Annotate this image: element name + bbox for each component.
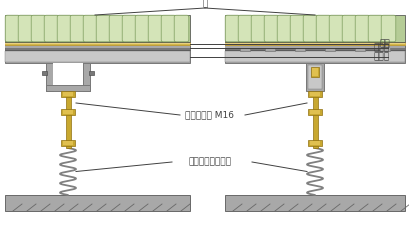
FancyBboxPatch shape — [18, 15, 33, 42]
Bar — [89, 71, 94, 75]
Bar — [354, 46, 364, 51]
Bar — [311, 68, 317, 76]
FancyBboxPatch shape — [135, 15, 149, 42]
Bar — [310, 67, 318, 77]
FancyBboxPatch shape — [303, 15, 317, 42]
Bar — [309, 141, 319, 145]
Bar — [307, 109, 321, 115]
Bar — [61, 109, 75, 115]
FancyBboxPatch shape — [367, 15, 382, 42]
Bar — [46, 85, 90, 91]
Bar — [225, 42, 404, 45]
FancyBboxPatch shape — [96, 15, 110, 42]
FancyBboxPatch shape — [148, 15, 162, 42]
FancyBboxPatch shape — [315, 15, 330, 42]
Bar — [225, 50, 404, 63]
Bar — [312, 91, 317, 148]
Bar — [307, 140, 321, 146]
FancyBboxPatch shape — [354, 15, 369, 42]
Bar — [63, 92, 73, 96]
Bar — [53, 63, 83, 85]
FancyBboxPatch shape — [70, 15, 85, 42]
Bar — [63, 141, 73, 145]
FancyBboxPatch shape — [225, 15, 239, 42]
FancyBboxPatch shape — [342, 15, 356, 42]
Bar — [294, 46, 304, 51]
FancyBboxPatch shape — [5, 15, 20, 42]
Bar — [225, 51, 404, 62]
FancyBboxPatch shape — [31, 15, 46, 42]
FancyBboxPatch shape — [380, 15, 395, 42]
FancyBboxPatch shape — [238, 15, 252, 42]
Bar — [239, 46, 249, 51]
Bar — [5, 42, 189, 44]
Bar — [63, 110, 73, 114]
Bar — [379, 46, 389, 51]
FancyBboxPatch shape — [263, 15, 278, 42]
FancyBboxPatch shape — [161, 15, 175, 42]
Bar — [225, 46, 404, 48]
Bar — [225, 45, 404, 50]
Text: 捨板: 捨板 — [378, 39, 389, 48]
Bar — [61, 91, 75, 97]
Bar — [324, 46, 334, 51]
FancyBboxPatch shape — [57, 15, 72, 42]
Bar — [5, 46, 189, 48]
Bar — [5, 50, 189, 63]
FancyBboxPatch shape — [251, 15, 265, 42]
FancyBboxPatch shape — [276, 15, 291, 42]
Bar — [305, 63, 323, 91]
FancyBboxPatch shape — [83, 15, 98, 42]
Bar — [309, 110, 319, 114]
Bar — [225, 195, 404, 211]
Bar — [5, 42, 189, 45]
FancyBboxPatch shape — [290, 15, 304, 42]
Bar — [225, 42, 404, 44]
Bar — [61, 140, 75, 146]
Bar — [66, 91, 71, 148]
FancyBboxPatch shape — [174, 15, 188, 42]
Bar — [5, 15, 189, 42]
FancyBboxPatch shape — [109, 15, 124, 42]
Bar — [309, 92, 319, 96]
Bar — [5, 51, 189, 62]
Bar — [307, 65, 321, 89]
Bar — [42, 71, 47, 75]
Text: コイルスプリング: コイルスプリング — [188, 158, 231, 167]
Bar — [5, 45, 189, 50]
Text: 支持ボルト M16: 支持ボルト M16 — [185, 110, 234, 120]
Text: 大引鋼: 大引鋼 — [373, 52, 389, 61]
Text: 畳: 畳 — [202, 0, 207, 8]
Bar — [5, 195, 189, 211]
Bar — [264, 46, 274, 51]
Bar — [225, 15, 404, 42]
FancyBboxPatch shape — [328, 15, 343, 42]
Text: 根太鋼: 根太鋼 — [373, 43, 389, 52]
FancyBboxPatch shape — [44, 15, 58, 42]
Bar — [307, 91, 321, 97]
Bar — [46, 63, 53, 91]
FancyBboxPatch shape — [122, 15, 137, 42]
Bar — [83, 63, 90, 91]
